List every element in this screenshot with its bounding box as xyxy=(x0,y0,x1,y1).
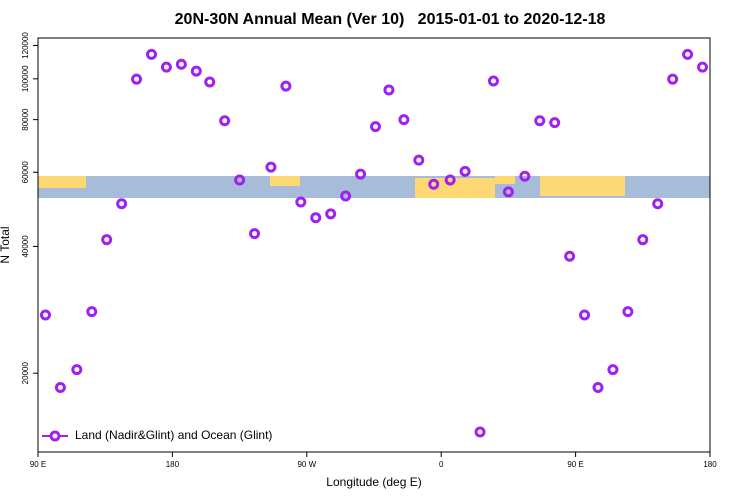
y-tick-label: 80000 xyxy=(21,108,30,131)
point xyxy=(340,190,352,202)
point xyxy=(39,309,51,321)
point xyxy=(369,121,381,133)
point xyxy=(682,48,694,60)
point xyxy=(622,306,634,318)
point xyxy=(428,178,440,190)
point xyxy=(295,196,307,208)
x-axis-label: Longitude (deg E) xyxy=(326,475,421,489)
x-tick-label: 0 xyxy=(439,460,444,469)
point xyxy=(579,309,591,321)
point xyxy=(204,76,216,88)
point xyxy=(131,73,143,85)
point xyxy=(549,117,561,129)
point xyxy=(190,65,202,77)
point xyxy=(607,364,619,376)
point xyxy=(145,48,157,60)
point xyxy=(160,61,172,73)
point xyxy=(697,61,709,73)
point xyxy=(519,170,531,182)
map-band xyxy=(38,176,710,198)
point xyxy=(249,228,261,240)
point xyxy=(355,168,367,180)
point xyxy=(86,306,98,318)
point xyxy=(474,426,486,438)
x-tick-label: 90 W xyxy=(297,460,316,469)
point xyxy=(652,198,664,210)
point xyxy=(383,84,395,96)
point xyxy=(219,115,231,127)
point xyxy=(116,198,128,210)
y-tick-label: 60000 xyxy=(21,161,30,184)
point xyxy=(310,212,322,224)
y-tick-label: 40000 xyxy=(21,235,30,258)
point xyxy=(175,58,187,70)
point xyxy=(502,186,514,198)
x-tick-label: 180 xyxy=(166,460,180,469)
point xyxy=(280,80,292,92)
plot-frame xyxy=(37,37,711,453)
point xyxy=(413,154,425,166)
y-axis-label: N Total xyxy=(0,226,12,263)
point xyxy=(54,381,66,393)
y-tick-label: 120000 xyxy=(21,32,30,59)
point xyxy=(398,114,410,126)
point xyxy=(667,73,679,85)
y-tick-label: 20000 xyxy=(21,362,30,385)
x-tick-label: 90 E xyxy=(567,460,583,469)
x-tick-label: 180 xyxy=(703,460,717,469)
y-tick-label: 100000 xyxy=(21,65,30,92)
point xyxy=(592,381,604,393)
legend-marker xyxy=(49,430,61,442)
point xyxy=(71,364,83,376)
legend-label: Land (Nadir&Glint) and Ocean (Glint) xyxy=(75,428,272,442)
point xyxy=(637,234,649,246)
point xyxy=(564,250,576,262)
point xyxy=(325,208,337,220)
point xyxy=(487,75,499,87)
x-tick-label: 90 E xyxy=(30,460,46,469)
chart-title: 20N-30N Annual Mean (Ver 10) 2015-01-01 … xyxy=(175,11,606,28)
point xyxy=(444,174,456,186)
point xyxy=(265,161,277,173)
point xyxy=(459,165,471,177)
point xyxy=(234,174,246,186)
point xyxy=(534,115,546,127)
point xyxy=(101,234,113,246)
